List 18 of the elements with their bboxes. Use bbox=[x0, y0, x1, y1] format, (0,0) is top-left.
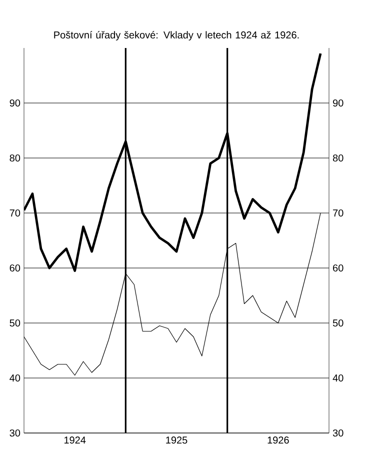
y2-tick-label: 40 bbox=[332, 374, 344, 382]
x-tick-label: 1926 bbox=[268, 436, 289, 444]
y-tick-label: 60 bbox=[10, 264, 20, 272]
y2-tick-label: 30 bbox=[332, 429, 344, 437]
y-tick-label: 70 bbox=[10, 209, 20, 217]
y-tick-label: 50 bbox=[10, 319, 20, 327]
chart-title: Poštovní úřady šekové: Vklady v letech 1924 až 1926. bbox=[54, 31, 299, 40]
y-tick-label: 40 bbox=[10, 374, 20, 382]
y2-tick-label: 50 bbox=[332, 319, 344, 327]
y2-tick-label: 80 bbox=[332, 154, 344, 162]
y2-tick-label: 60 bbox=[333, 264, 344, 272]
y2-tick-label: 70 bbox=[333, 209, 344, 217]
x-tick-label: 1925 bbox=[166, 436, 188, 444]
x-tick-label: 1924 bbox=[64, 436, 86, 444]
y-tick-label: 30 bbox=[10, 429, 20, 437]
y2-tick-label: 90 bbox=[333, 99, 344, 107]
y-tick-label: 90 bbox=[10, 99, 20, 107]
y-tick-label: 80 bbox=[10, 154, 20, 162]
